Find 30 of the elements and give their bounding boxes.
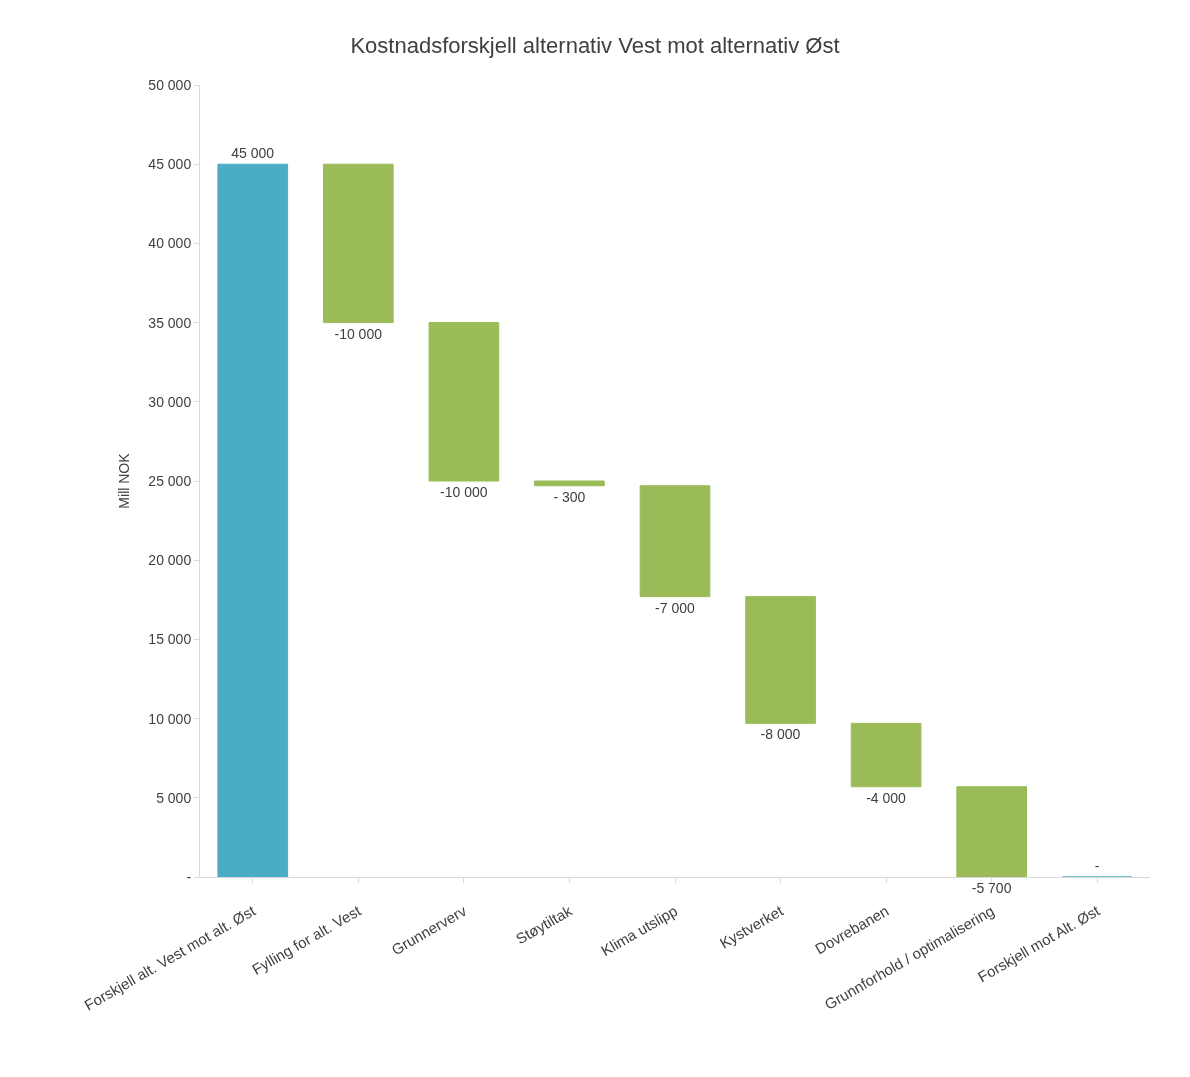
y-tick-label: 35 000 bbox=[148, 314, 192, 331]
data-label: -4 000 bbox=[866, 789, 907, 806]
data-label: -8 000 bbox=[760, 726, 801, 743]
data-label: -10 000 bbox=[440, 484, 488, 500]
bar bbox=[323, 163, 394, 324]
y-tick-label: 50 000 bbox=[148, 76, 192, 93]
chart-title: Kostnadsforskjell alternativ Vest mot alternativ Øst bbox=[350, 33, 840, 59]
data-label: - 300 bbox=[553, 488, 586, 505]
bar bbox=[850, 722, 922, 788]
y-tick-label: - bbox=[186, 868, 192, 885]
bar bbox=[639, 485, 711, 598]
y-axis-title: Mill NOK bbox=[115, 452, 132, 509]
data-label: -5 700 bbox=[971, 880, 1012, 896]
y-tick-label: 10 000 bbox=[148, 710, 192, 727]
bar bbox=[217, 163, 289, 877]
bar bbox=[956, 786, 1027, 877]
data-label: 45 000 bbox=[231, 145, 275, 162]
y-tick-label: 20 000 bbox=[148, 552, 192, 569]
bar bbox=[745, 596, 816, 724]
data-label: -10 000 bbox=[334, 325, 383, 342]
y-tick-label: 40 000 bbox=[148, 235, 192, 252]
y-tick-label: 15 000 bbox=[148, 631, 192, 648]
y-tick-label: 30 000 bbox=[148, 393, 192, 410]
bar bbox=[534, 480, 605, 487]
y-tick-label: 5 000 bbox=[156, 789, 192, 806]
bar bbox=[428, 322, 500, 482]
y-tick-label: 25 000 bbox=[148, 472, 192, 489]
data-label: - bbox=[1094, 858, 1100, 874]
y-tick-label: 45 000 bbox=[148, 156, 192, 173]
data-label: -7 000 bbox=[655, 599, 695, 616]
